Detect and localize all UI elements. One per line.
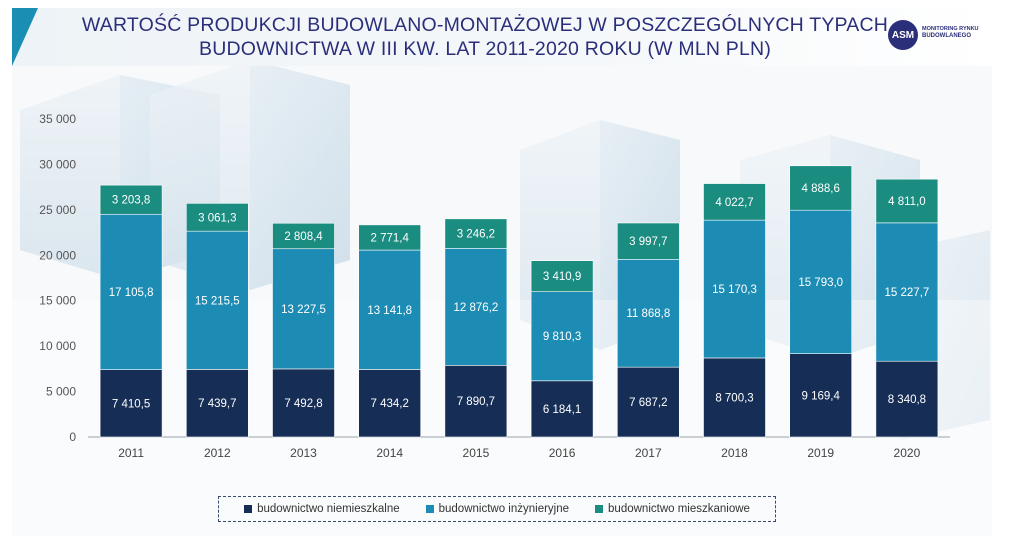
x-tick-label: 2013 [290,446,317,460]
x-tick-label: 2015 [463,446,490,460]
data-label: 7 492,8 [284,398,322,410]
asm-logo-text: MONITORING RYNKU BUDOWLANEGO [922,26,988,40]
bar-segment [99,369,163,438]
data-label: 8 700,3 [715,392,753,404]
x-tick-label: 2018 [721,446,748,460]
legend-label-mieszkaniowe: budownictwo mieszkaniowe [608,503,750,515]
bar-segment [358,249,422,370]
bar-segment [530,291,594,382]
data-label: 3 061,3 [198,212,236,224]
bar-segment [99,213,163,370]
legend-item-inzynieryjne: budownictwo inżynieryjne [425,503,570,515]
data-label: 9 169,4 [802,390,841,402]
x-tick-label: 2016 [549,446,576,460]
bar-segment [789,165,853,211]
bar-segment [358,224,422,251]
data-label: 6 184,1 [543,404,581,416]
x-tick-label: 2011 [118,446,144,460]
legend-swatch-niemieszkalne [244,505,253,513]
y-tick-label: 25 000 [39,203,76,217]
chart-title-line-1: WARTOŚĆ PRODUKCJI BUDOWLANO-MONTAŻOWEJ W… [81,14,889,36]
y-tick-label: 10 000 [39,339,76,353]
bar-segment [444,248,508,366]
data-label: 3 203,8 [112,195,150,207]
legend-item-mieszkaniowe: budownictwo mieszkaniowe [595,503,750,515]
legend-item-niemieszkalne: budownictwo niemieszkalne [244,503,400,515]
bar-segment [703,183,766,221]
data-label: 17 105,8 [109,287,154,299]
x-tick-label: 2019 [807,446,834,460]
bar-segment [616,222,680,260]
data-label: 9 810,3 [543,331,581,343]
bar-segment [530,260,594,292]
bar-segment [875,360,939,438]
data-label: 15 215,5 [195,295,240,307]
data-label: 7 439,7 [198,398,236,410]
bar-segment [616,259,680,368]
bar-segment [444,218,508,249]
y-tick-label: 5 000 [46,385,76,399]
bar-segment [272,368,335,438]
data-label: 8 340,8 [888,394,926,406]
data-label: 11 868,8 [626,308,670,320]
data-label: 15 793,0 [798,277,843,289]
data-label: 7 687,2 [629,397,667,409]
bar-segment [358,369,422,438]
data-label: 15 170,3 [712,284,757,296]
chart-title: WARTOŚĆ PRODUKCJI BUDOWLANO-MONTAŻOWEJ W… [70,13,900,61]
bar-segment [186,369,249,438]
data-label: 13 227,5 [281,304,326,316]
data-label: 2 771,4 [371,232,410,244]
bar-segment [789,209,853,354]
bar-segment [616,366,680,438]
bar-segment [530,380,594,438]
data-label: 3 997,7 [629,236,667,248]
y-tick-label: 35 000 [39,112,76,126]
data-label: 7 410,5 [112,398,150,410]
bar-segment [99,184,163,215]
bar-segment [444,365,508,438]
data-label: 3 246,2 [457,229,495,241]
bar-segment [875,178,939,224]
asm-logo-mark: ASM [888,20,918,50]
data-label: 3 410,9 [543,271,581,283]
title-band [12,8,992,66]
data-label: 4 022,7 [715,197,753,209]
bar-segment [272,248,335,370]
data-label: 7 434,2 [371,398,409,410]
chart-title-line-2: BUDOWNICTWA W III KW. LAT 2011-2020 ROKU… [198,38,772,60]
legend-label-niemieszkalne: budownictwo niemieszkalne [257,503,400,515]
data-label: 4 811,0 [888,196,926,208]
bar-segment [186,230,249,370]
x-tick-label: 2017 [635,446,662,460]
data-label: 13 141,8 [367,305,412,317]
legend-swatch-inzynieryjne [425,505,434,513]
legend-swatch-mieszkaniowe [595,505,604,513]
data-label: 12 876,2 [454,302,499,314]
asm-logo-line-2: BUDOWLANEGO [922,33,971,39]
bar-segment [703,357,766,438]
asm-logo: ASM MONITORING RYNKU BUDOWLANEGO [888,20,988,50]
title-accent [12,8,38,66]
bar-segment [875,222,939,362]
data-label: 7 890,7 [457,396,495,408]
y-tick-label: 15 000 [39,294,76,308]
legend-label-inzynieryjne: budownictwo inżynieryjne [438,503,570,515]
bar-segment [789,353,853,438]
x-tick-label: 2020 [894,446,921,460]
chart-legend: budownictwo niemieszkalne budownictwo in… [218,496,776,522]
bar-segment [272,222,335,250]
bar-segment [186,203,249,232]
bar-segment [703,219,766,359]
data-label: 4 888,6 [802,183,840,195]
y-tick-label: 20 000 [39,248,76,262]
x-tick-label: 2014 [376,446,403,460]
x-tick-label: 2012 [204,446,231,460]
y-tick-label: 0 [69,430,76,444]
y-tick-label: 30 000 [39,157,76,171]
data-label: 2 808,4 [284,231,323,243]
asm-logo-line-1: MONITORING RYNKU [922,26,979,32]
data-label: 15 227,7 [885,287,930,299]
